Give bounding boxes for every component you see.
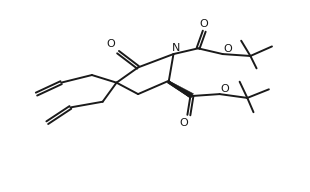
Text: O: O [106, 39, 115, 49]
Text: O: O [180, 118, 188, 128]
Text: N: N [172, 43, 180, 53]
Polygon shape [169, 81, 193, 98]
Text: O: O [200, 19, 209, 29]
Text: O: O [223, 44, 232, 54]
Text: O: O [221, 84, 229, 94]
